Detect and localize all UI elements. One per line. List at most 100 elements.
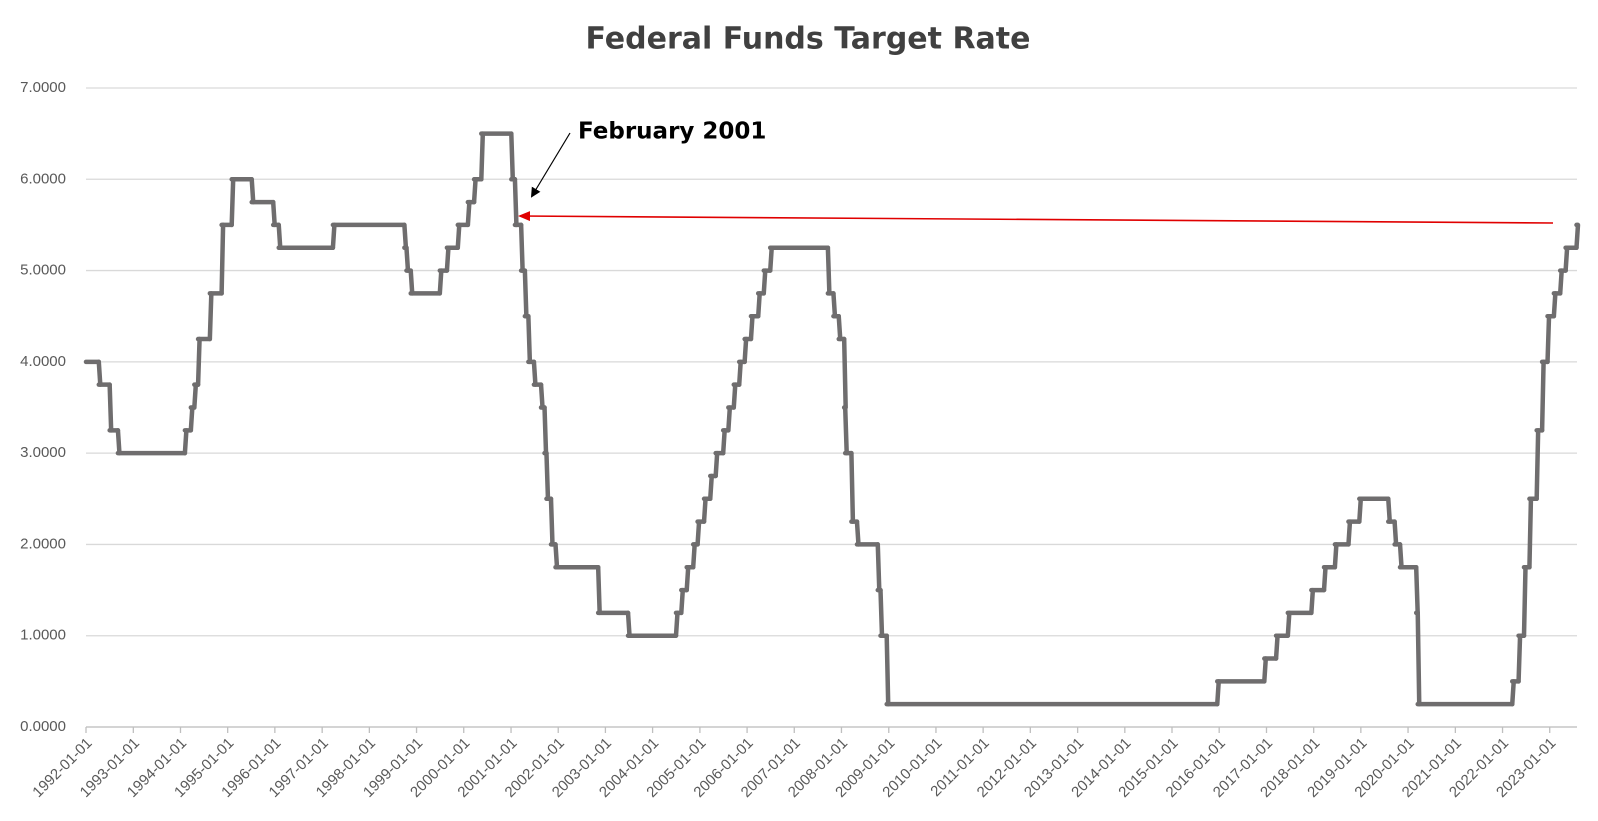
line-step — [1397, 542, 1404, 570]
line-step — [471, 177, 478, 205]
line-step — [1509, 679, 1516, 707]
line-step — [1309, 587, 1316, 616]
line-step — [1545, 313, 1552, 365]
line-step — [531, 359, 538, 387]
line-step — [713, 450, 720, 479]
line-step — [195, 336, 202, 387]
line-step — [249, 177, 256, 205]
line-step — [207, 291, 214, 342]
line-step — [526, 313, 533, 365]
y-tick-label: 3.0000 — [20, 444, 66, 461]
line-step — [825, 245, 832, 296]
line-step — [679, 587, 686, 616]
line-step — [1574, 222, 1581, 250]
line-step — [1273, 633, 1280, 661]
line-step — [276, 222, 283, 250]
line-step — [673, 610, 680, 638]
line-step — [509, 131, 516, 182]
line-step — [1557, 268, 1564, 296]
line-step — [270, 199, 277, 228]
line-step — [1563, 245, 1570, 273]
line-step — [548, 496, 555, 547]
line-step — [1285, 610, 1292, 638]
line-step — [1551, 291, 1558, 319]
line-step — [849, 450, 856, 524]
line-step — [831, 291, 838, 319]
line-step — [182, 428, 189, 456]
line-step — [1415, 610, 1422, 707]
line-step — [748, 313, 755, 342]
line-step — [875, 542, 882, 593]
line-step — [107, 382, 114, 433]
line-step — [538, 382, 545, 410]
line-step — [455, 222, 462, 250]
line-step — [595, 565, 602, 616]
line-step — [444, 245, 451, 273]
annotation-arrow — [530, 132, 571, 198]
line-step — [884, 633, 891, 707]
line-step — [465, 199, 472, 228]
line-step — [720, 428, 727, 456]
line-step — [402, 222, 409, 250]
line-step — [512, 177, 519, 228]
line-step — [701, 496, 708, 524]
line-step — [1413, 565, 1420, 616]
chart-title: Federal Funds Target Rate — [586, 22, 1031, 57]
line-step — [1357, 496, 1364, 524]
y-tick-label: 7.0000 — [20, 79, 66, 96]
annotation: February 2001 — [578, 119, 766, 145]
line-step — [842, 405, 849, 456]
line-step — [188, 405, 195, 433]
line-step — [690, 542, 697, 570]
plot — [83, 131, 1581, 707]
line-step — [229, 177, 236, 228]
line-step — [707, 473, 714, 502]
y-tick-label: 5.0000 — [20, 262, 66, 279]
line-step — [1534, 428, 1541, 502]
line-step — [479, 131, 486, 182]
line-step — [1521, 565, 1528, 638]
line-step — [726, 405, 733, 433]
line-step — [544, 450, 551, 502]
line-step — [115, 428, 122, 456]
line-step — [841, 336, 848, 410]
line-step — [408, 268, 415, 296]
line-step — [553, 542, 560, 570]
line-step — [542, 405, 549, 456]
grid — [85, 87, 1577, 733]
line-step — [731, 382, 738, 410]
y-tick-label: 6.0000 — [20, 170, 66, 187]
line-step — [518, 222, 525, 273]
line-step — [1214, 679, 1221, 707]
line-step — [219, 222, 226, 296]
line-step — [836, 313, 843, 342]
line-step — [1527, 496, 1534, 570]
comparison-arrow — [518, 211, 1554, 224]
line-step — [1386, 496, 1393, 524]
y-tick-label: 1.0000 — [20, 627, 66, 644]
line-step — [878, 587, 885, 638]
line-step — [96, 359, 103, 387]
y-tick-label: 4.0000 — [20, 353, 66, 370]
line-step — [854, 519, 861, 547]
line-step — [1516, 633, 1523, 684]
line-step — [437, 268, 444, 296]
line-step — [1332, 542, 1339, 570]
line-step — [742, 336, 749, 365]
y-tick-label: 2.0000 — [20, 535, 66, 552]
line-step — [522, 268, 529, 319]
line-step — [1321, 565, 1328, 593]
line-step — [695, 519, 702, 547]
line-step — [625, 610, 632, 638]
line-step — [736, 359, 743, 387]
line-step — [755, 291, 762, 319]
line-step — [1262, 656, 1269, 684]
line-step — [761, 268, 768, 296]
line-step — [684, 565, 691, 593]
line-step — [404, 245, 411, 273]
line-step — [192, 382, 199, 410]
line-step — [1539, 359, 1546, 433]
line-step — [1392, 519, 1399, 547]
y-tick-label: 0.0000 — [20, 718, 66, 735]
